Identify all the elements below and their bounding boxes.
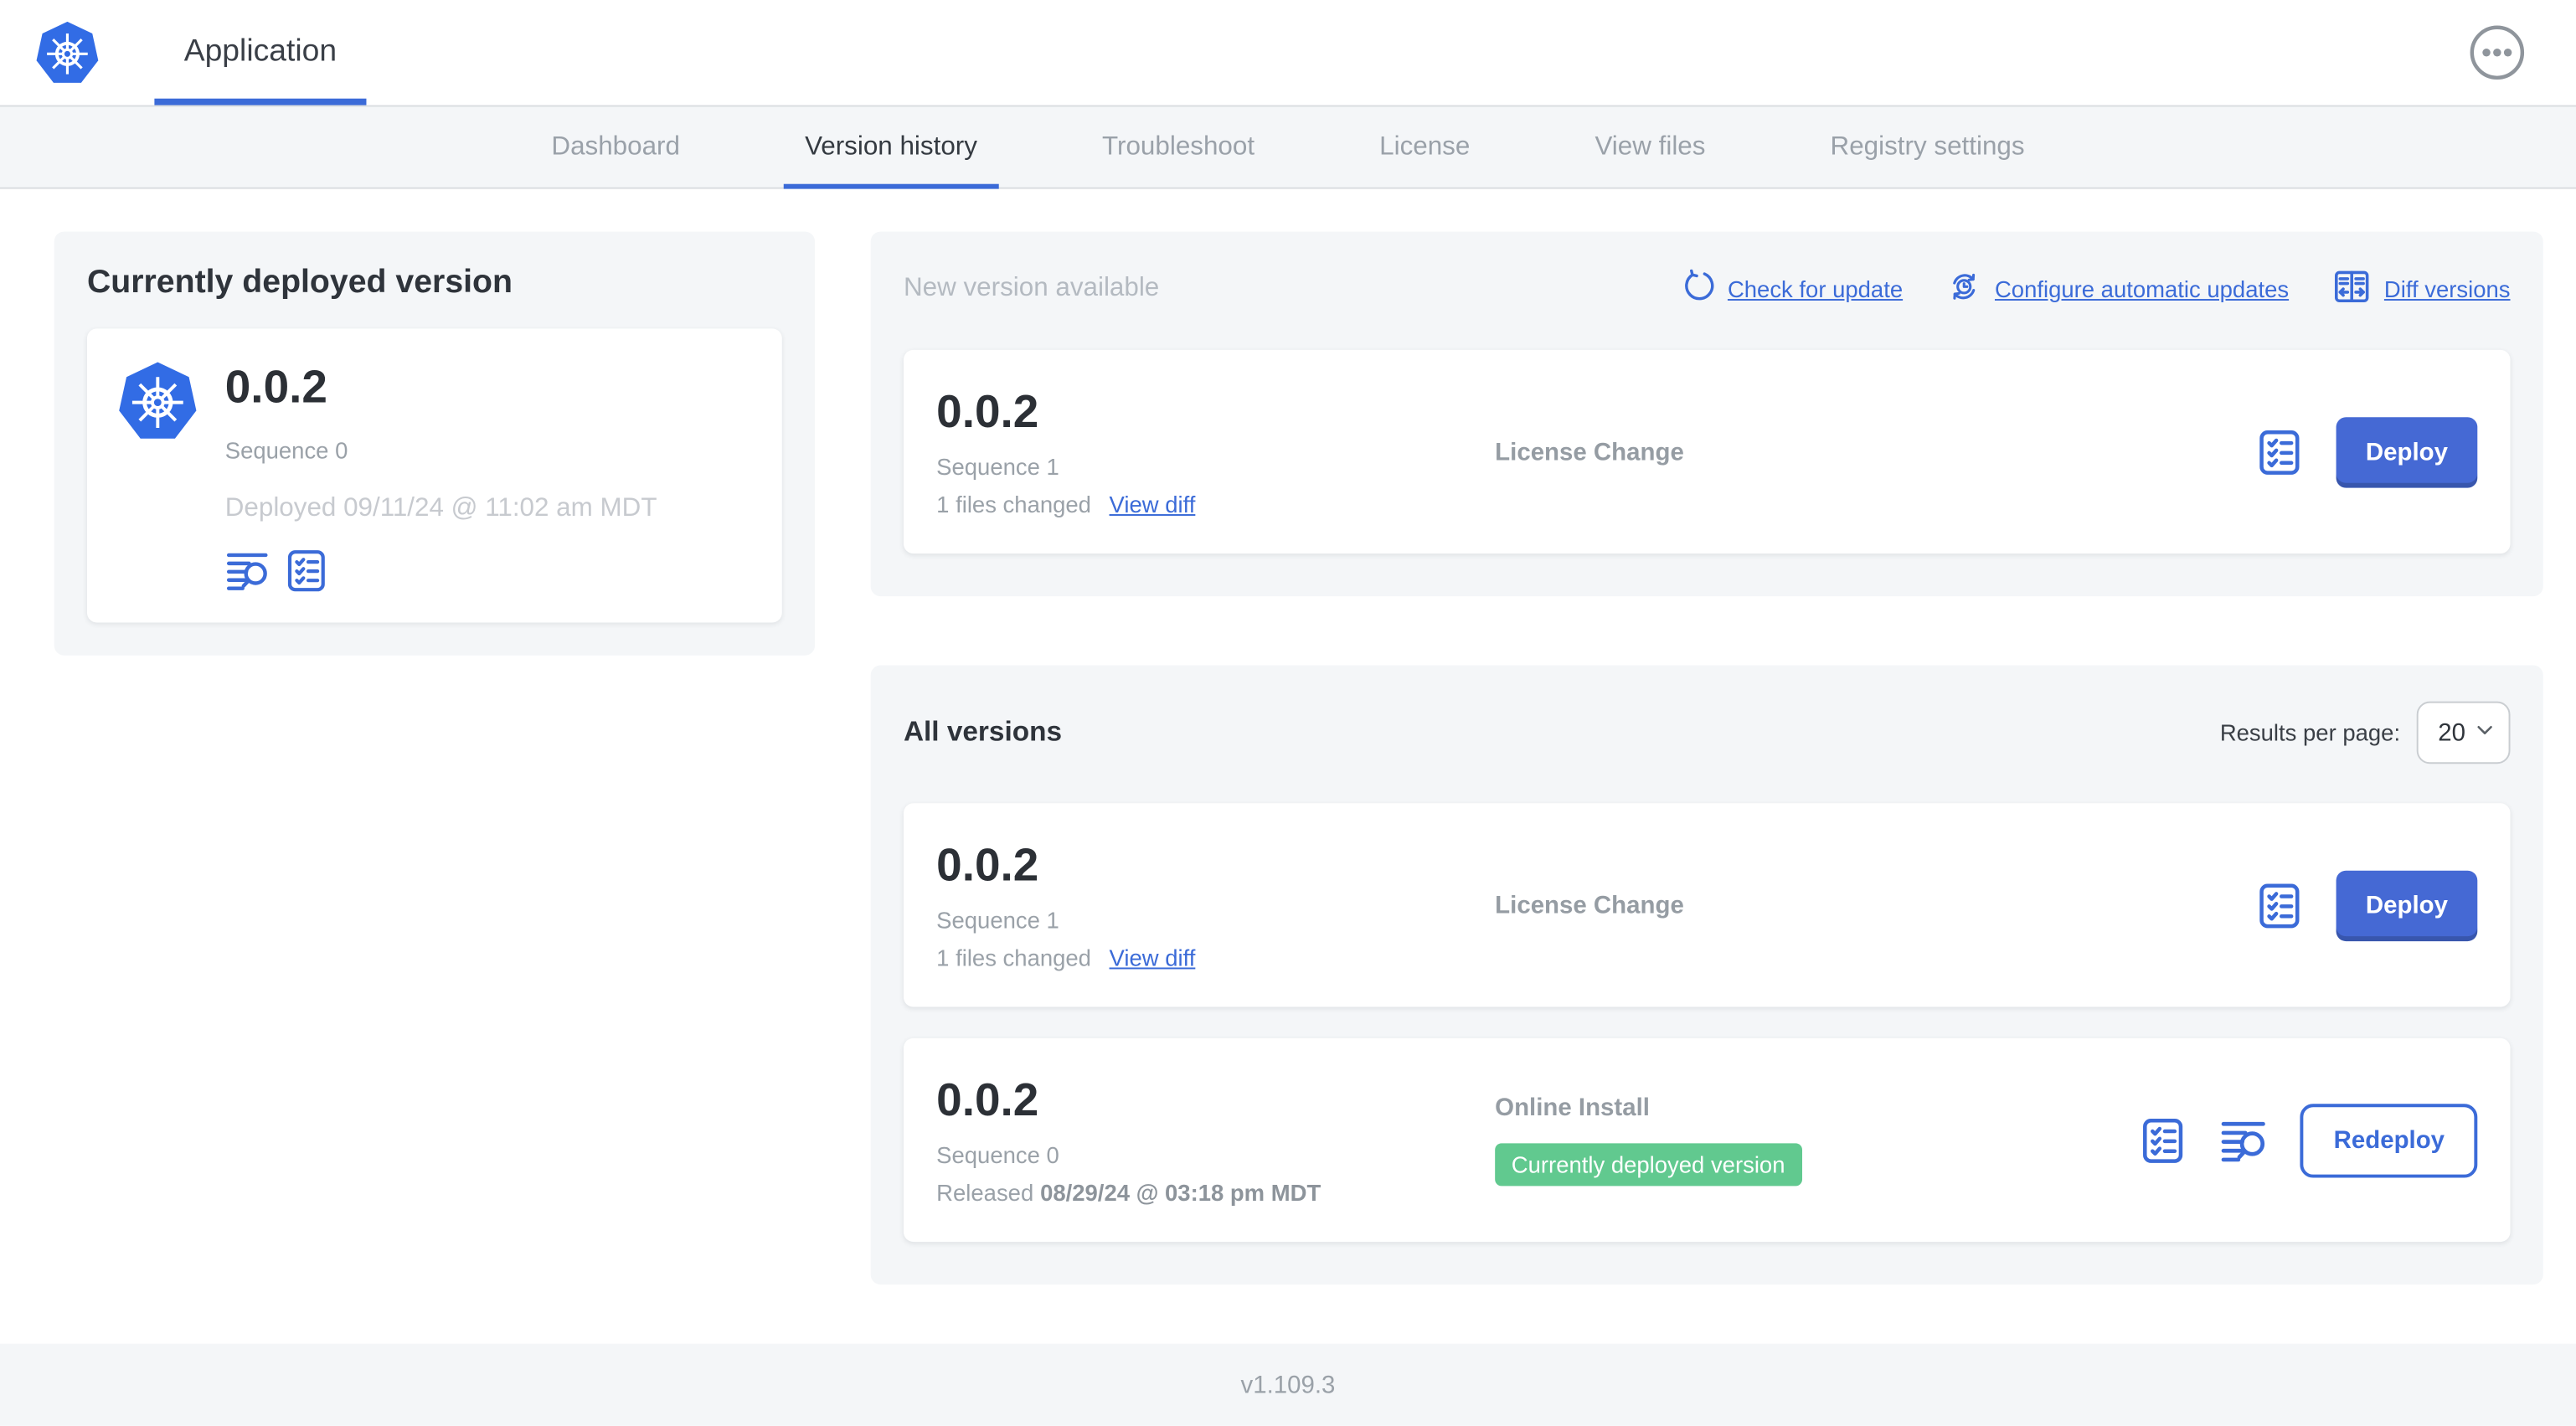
tab-view-files[interactable]: View files <box>1595 131 1706 161</box>
configure-automatic-updates-label: Configure automatic updates <box>1994 275 2290 302</box>
diff-versions-label: Diff versions <box>2383 275 2511 302</box>
currently-deployed-card: 0.0.2 Sequence 0 Deployed 09/11/24 @ 11:… <box>86 328 782 623</box>
schedule-update-icon <box>1947 270 1981 309</box>
preflight-checks-icon[interactable] <box>2255 881 2303 929</box>
currently-deployed-title: Currently deployed version <box>86 264 513 301</box>
configure-automatic-updates-link[interactable]: Configure automatic updates <box>1947 270 2289 309</box>
right-column: New version available Check for update <box>870 231 2543 1285</box>
app-tab-label: Application <box>183 34 337 69</box>
diff-icon <box>2333 268 2371 311</box>
all-versions-title: All versions <box>903 716 1063 748</box>
app-footer: v1.109.3 <box>0 1343 2576 1426</box>
tab-version-history[interactable]: Version history <box>783 107 999 189</box>
version-number: 0.0.2 <box>936 839 1039 891</box>
tab-dashboard[interactable]: Dashboard <box>551 131 680 161</box>
preflight-checks-icon[interactable] <box>284 548 328 593</box>
preflight-checks-icon[interactable] <box>2255 428 2303 476</box>
section-nav: Dashboard Version history Troubleshoot L… <box>0 105 2576 189</box>
version-source: Online Install <box>1495 1094 1650 1122</box>
deploy-button[interactable]: Deploy <box>2336 869 2478 941</box>
ellipsis-icon <box>2469 25 2525 85</box>
version-source: License Change <box>1495 891 1684 919</box>
deployed-sequence: Sequence 0 <box>224 436 348 464</box>
tab-license[interactable]: License <box>1379 131 1471 161</box>
deploy-logs-icon[interactable] <box>2220 1116 2268 1164</box>
view-diff-link[interactable]: View diff <box>1109 491 1196 517</box>
version-row: 0.0.2 Sequence 1 1 files changed View di… <box>903 803 2511 1007</box>
currently-deployed-panel: Currently deployed version <box>54 231 816 656</box>
files-changed-text: 1 files changed <box>936 491 1091 517</box>
released-timestamp: Released 08/29/24 @ 03:18 pm MDT <box>936 1179 1321 1206</box>
version-source: License Change <box>1495 437 1684 466</box>
diff-versions-link[interactable]: Diff versions <box>2333 268 2511 311</box>
preflight-checks-icon[interactable] <box>2140 1116 2187 1164</box>
deploy-button[interactable]: Deploy <box>2336 416 2478 487</box>
deployed-version-number: 0.0.2 <box>224 361 327 413</box>
app-header: Application <box>0 0 2576 106</box>
version-row: 0.0.2 Sequence 0 Released 08/29/24 @ 03:1… <box>903 1037 2511 1243</box>
files-changed-text: 1 files changed <box>936 944 1091 971</box>
new-version-card: 0.0.2 Sequence 1 1 files changed View di… <box>903 349 2511 554</box>
version-sequence: Sequence 1 <box>936 906 1059 934</box>
currently-deployed-details: 0.0.2 Sequence 0 Deployed 09/11/24 @ 11:… <box>225 358 657 594</box>
redeploy-button[interactable]: Redeploy <box>2300 1103 2478 1177</box>
check-for-update-link[interactable]: Check for update <box>1680 269 1904 309</box>
new-version-panel: New version available Check for update <box>870 231 2543 597</box>
version-number: 0.0.2 <box>936 1073 1039 1125</box>
kubernetes-logo-icon <box>34 18 100 87</box>
results-per-page-value: 20 <box>2438 718 2465 747</box>
currently-deployed-badge: Currently deployed version <box>1495 1143 1802 1187</box>
check-for-update-label: Check for update <box>1727 275 1904 302</box>
deploy-logs-icon[interactable] <box>225 548 270 593</box>
view-diff-link[interactable]: View diff <box>1109 944 1196 971</box>
chevron-down-icon <box>2474 718 2496 746</box>
version-sequence: Sequence 1 <box>936 453 1059 480</box>
all-versions-panel: All versions Results per page: 20 <box>870 665 2543 1285</box>
console-version: v1.109.3 <box>1240 1371 1336 1399</box>
version-number: 0.0.2 <box>936 386 1039 437</box>
results-per-page-label: Results per page: <box>2219 719 2401 746</box>
version-sequence: Sequence 0 <box>936 1141 1059 1168</box>
refresh-icon <box>1680 269 1714 309</box>
kubernetes-logo-icon <box>116 358 198 444</box>
deployed-timestamp: Deployed 09/11/24 @ 11:02 am MDT <box>224 494 657 523</box>
tab-registry-settings[interactable]: Registry settings <box>1830 131 2025 161</box>
tab-troubleshoot[interactable]: Troubleshoot <box>1102 131 1255 161</box>
main-content: Currently deployed version <box>0 189 2576 1285</box>
more-menu-button[interactable] <box>2469 24 2525 80</box>
new-version-title: New version available <box>903 274 1160 302</box>
results-per-page-select[interactable]: 20 <box>2416 701 2511 764</box>
app-tab-application[interactable]: Application <box>154 0 367 106</box>
